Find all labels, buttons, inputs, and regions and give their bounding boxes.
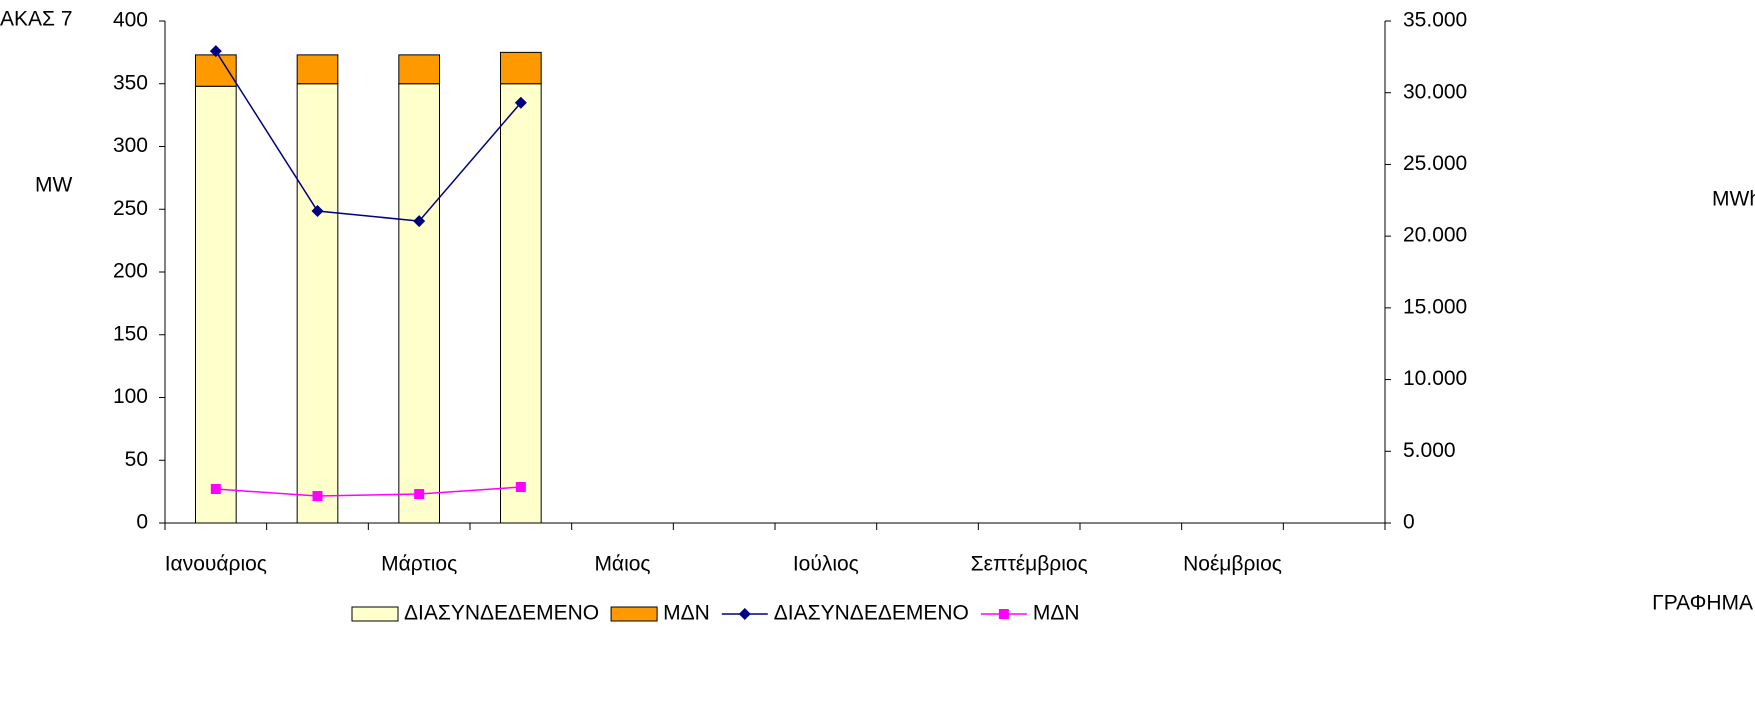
y2-tick-label: 10.000 [1403,367,1467,390]
x-tick-label: Νοέμβριος [1183,553,1282,576]
y2-tick-label: 35.000 [1403,9,1467,32]
y-axis-label: MW [35,174,72,197]
y-tick-label: 200 [113,260,148,283]
y-tick-label: 50 [125,448,148,471]
y-tick-label: 0 [136,511,148,534]
y2-tick-label: 15.000 [1403,295,1467,318]
marker [311,205,324,218]
y-tick-label: 150 [113,322,148,345]
y-tick-label: 350 [113,71,148,94]
legend: ΔΙΑΣΥΝΔΕΔΕΜΕΝΟ ΜΔΝ ΔΙΑΣΥΝΔΕΔΕΜΕΝΟ ΜΔΝ [351,602,1080,625]
marker [738,608,751,620]
bar [398,54,441,85]
line [215,50,522,222]
y2-tick-label: 20.000 [1403,224,1467,247]
legend-label: ΜΔΝ [663,602,710,625]
y2-tick-label: 5.000 [1403,439,1456,462]
x-tick-label: Σεπτέμβριος [971,553,1088,576]
marker [514,96,527,109]
marker [515,481,526,492]
x-tick-label: Ιανουάριος [165,553,267,576]
bar [500,83,542,524]
chart-caption: ΓΡΑΦΗΜΑ [1652,592,1753,615]
y2-tick-label: 30.000 [1403,80,1467,103]
y2-tick-label: 25.000 [1403,152,1467,175]
y-tick-label: 300 [113,134,148,157]
marker [312,491,323,502]
bar [500,51,542,85]
bar [195,54,237,87]
chart-title: ΑΚΑΣ 7 [0,8,73,31]
legend-label: ΜΔΝ [1033,602,1080,625]
legend-swatch [351,606,399,622]
y2-tick-label: 0 [1403,511,1415,534]
bar [195,85,237,524]
line [215,486,521,497]
legend-swatch [610,606,658,622]
marker [998,609,1009,619]
legend-label: ΔΙΑΣΥΝΔΕΔΕΜΕΝΟ [774,602,969,625]
bar [398,83,441,524]
marker [414,489,425,500]
x-tick-label: Ιούλιος [793,553,859,576]
y-tick-label: 400 [113,9,148,32]
bar [296,83,339,524]
y-tick-label: 250 [113,197,148,220]
marker [413,215,426,228]
x-tick-label: Μάρτιος [381,553,457,576]
x-tick-label: Μάιος [594,553,650,576]
bar [296,54,339,85]
marker [209,45,222,58]
y2-axis-label: MWh [1712,188,1755,211]
marker [210,484,221,495]
y-tick-label: 100 [113,385,148,408]
legend-label: ΔΙΑΣΥΝΔΕΔΕΜΕΝΟ [404,602,599,625]
